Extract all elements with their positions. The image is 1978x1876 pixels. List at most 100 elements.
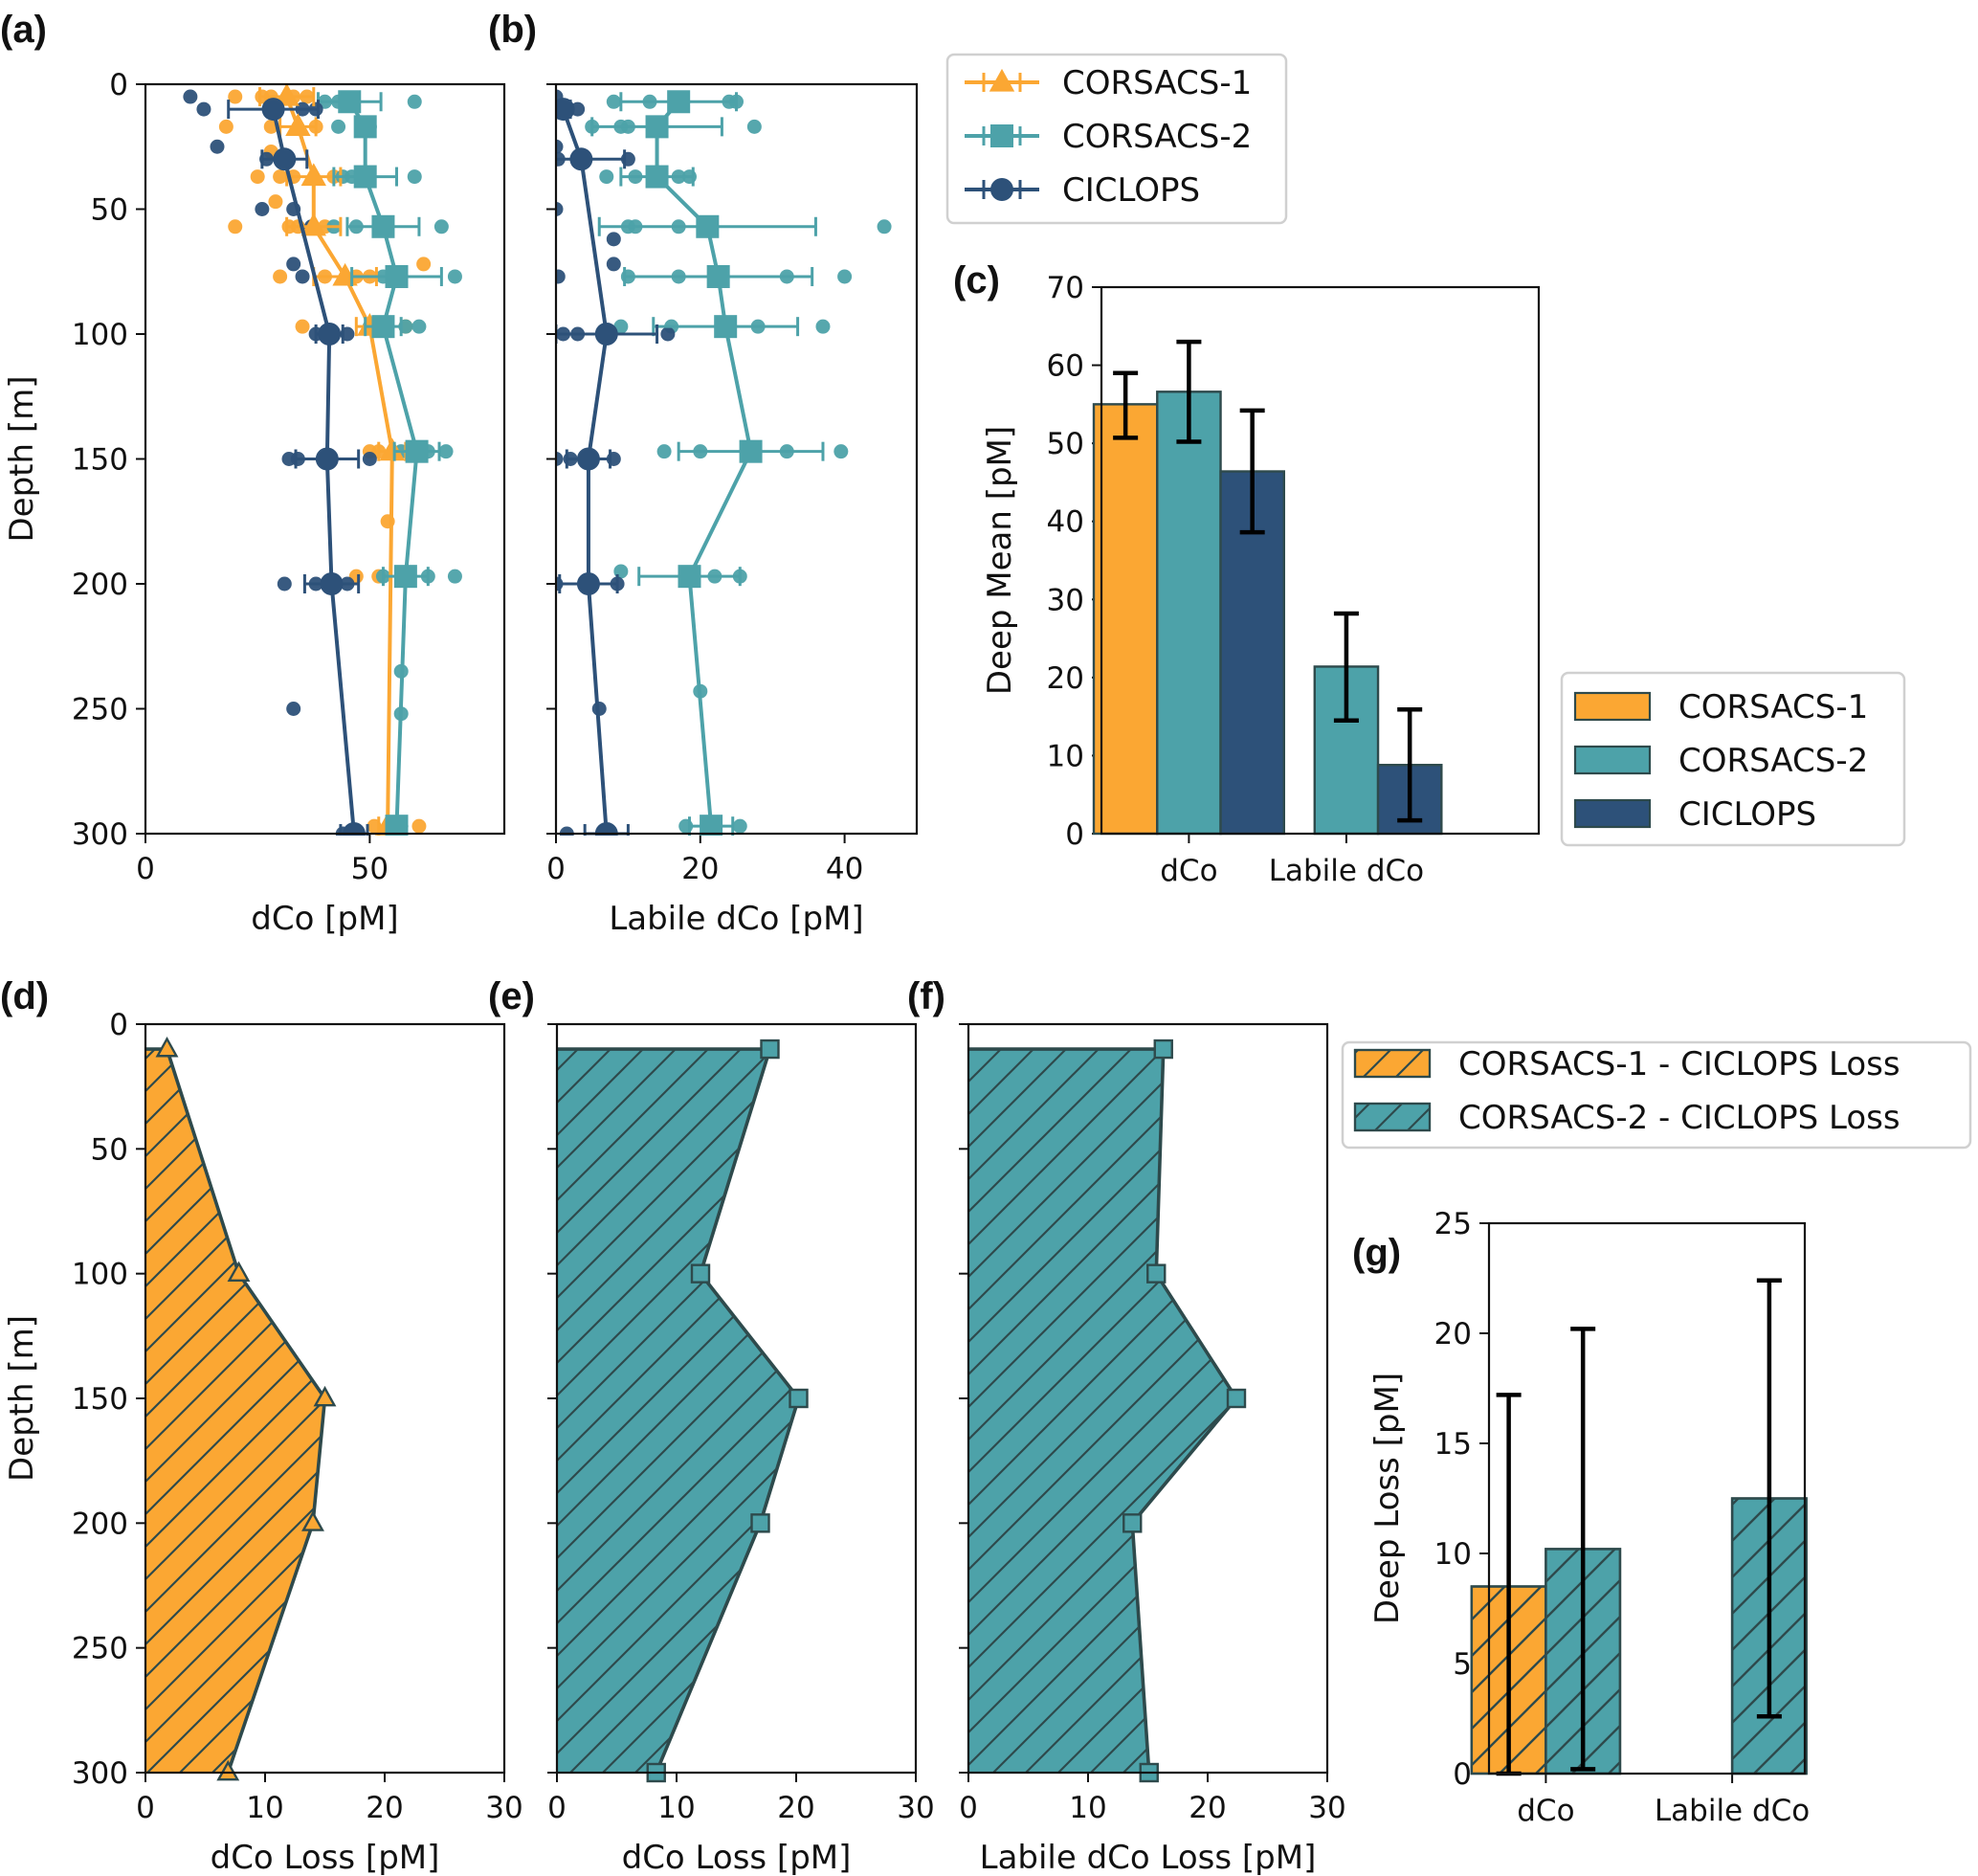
legend-label: CORSACS-1 - CICLOPS Loss — [1458, 1045, 1900, 1083]
xtick-label-c: dCo — [1160, 854, 1217, 888]
ytick-label-c: 30 — [1047, 583, 1084, 617]
xtick-label-g: dCo — [1517, 1794, 1574, 1828]
raw-point-ciclops — [556, 269, 566, 284]
legend-label: CORSACS-1 — [1062, 64, 1252, 102]
loss-marker-corsacs2 — [789, 1388, 809, 1409]
legend-swatch — [1573, 745, 1652, 775]
mean-marker-ciclops — [556, 98, 575, 122]
legend-label: CORSACS-2 — [1062, 118, 1252, 156]
mean-marker-corsacs2 — [645, 165, 669, 189]
mean-marker-corsacs2 — [385, 815, 409, 836]
xtick-label-d: 30 — [485, 1791, 522, 1825]
raw-point-ciclops — [255, 202, 270, 216]
raw-point-corsacs1 — [295, 319, 310, 334]
legend-entry-ciclops: CICLOPS — [965, 171, 1200, 210]
raw-point-corsacs1 — [416, 257, 432, 272]
panel-label-e: (e) — [488, 975, 535, 1017]
xtick-label-b: 20 — [681, 852, 719, 886]
panel-label-d: (d) — [0, 975, 49, 1017]
xtick-label-d: 0 — [136, 1791, 155, 1825]
ylabel-d: Depth [m] — [3, 1315, 41, 1482]
raw-point-ciclops — [362, 452, 377, 466]
ytick-label-g: 15 — [1434, 1427, 1472, 1462]
mean-marker-corsacs2 — [667, 90, 691, 114]
ytick-label-c: 40 — [1047, 505, 1084, 540]
xtick-label-g: Labile dCo — [1655, 1794, 1810, 1828]
mean-marker-ciclops — [320, 572, 344, 595]
legend-label: CICLOPS — [1062, 171, 1200, 210]
ytick-label-d: 50 — [91, 1132, 128, 1167]
raw-point-corsacs2 — [411, 319, 427, 334]
raw-point-ciclops — [286, 702, 301, 716]
raw-point-corsacs2 — [438, 444, 454, 459]
legend-deep-mean: CORSACS-1 CORSACS-2 CICLOPS — [1560, 671, 1906, 847]
loss-marker-corsacs2 — [750, 1513, 770, 1533]
ytick-label-g: 25 — [1434, 1207, 1472, 1241]
mean-marker-corsacs2 — [714, 315, 738, 339]
mean-marker-corsacs2 — [385, 264, 409, 288]
panel-label-b: (b) — [488, 9, 537, 51]
raw-point-corsacs2 — [599, 169, 614, 185]
panel-label-f: (f) — [907, 975, 945, 1017]
ytick-label-c: 60 — [1047, 349, 1084, 384]
raw-point-corsacs1 — [250, 169, 265, 185]
mean-marker-ciclops — [342, 822, 366, 836]
ytick-label-c: 70 — [1047, 271, 1084, 305]
xtick-label-f: 0 — [959, 1791, 978, 1825]
axes-frame-a — [144, 82, 506, 836]
raw-point-ciclops — [183, 89, 198, 104]
loss-area-hatch — [968, 1049, 1236, 1773]
xtick-label-f: 30 — [1308, 1791, 1345, 1825]
xlabel-d: dCo Loss [pM] — [211, 1839, 440, 1876]
legend-entry-corsacs1: CORSACS-1 - CICLOPS Loss — [1353, 1045, 1900, 1083]
raw-point-corsacs1 — [268, 194, 283, 210]
ytick-label-g: 10 — [1434, 1537, 1472, 1572]
raw-point-ciclops — [196, 101, 211, 117]
xlabel-f: Labile dCo Loss [pM] — [980, 1839, 1317, 1876]
legend-marker-circle — [990, 178, 1013, 201]
xtick-label-f: 10 — [1069, 1791, 1106, 1825]
loss-marker-corsacs1 — [301, 1510, 324, 1531]
axes-frame-b — [554, 82, 919, 836]
loss-marker-corsacs1 — [313, 1385, 337, 1407]
mean-marker-corsacs2 — [353, 165, 377, 189]
raw-point-ciclops — [556, 452, 564, 466]
panel-label-c: (c) — [953, 259, 1000, 302]
loss-marker-corsacs2 — [1122, 1513, 1143, 1533]
ytick-label-a: 50 — [91, 193, 128, 228]
loss-marker-corsacs1 — [155, 1036, 179, 1058]
raw-point-corsacs2 — [407, 169, 422, 185]
raw-point-corsacs2 — [447, 569, 462, 584]
raw-point-ciclops — [210, 139, 225, 154]
raw-point-ciclops — [556, 202, 564, 216]
panel-label-g: (g) — [1352, 1232, 1401, 1274]
xtick-label-b: 0 — [546, 852, 566, 886]
ytick-label-a: 150 — [72, 443, 128, 478]
raw-point-corsacs2 — [815, 319, 831, 334]
legend-entry-corsacs2: CORSACS-2 — [965, 118, 1252, 156]
ytick-label-d: 300 — [72, 1756, 128, 1791]
raw-point-corsacs1 — [218, 119, 233, 134]
raw-point-ciclops — [286, 257, 301, 272]
ytick-label-a: 200 — [72, 568, 128, 602]
mean-marker-corsacs1 — [300, 163, 326, 187]
loss-marker-corsacs2 — [760, 1038, 780, 1060]
raw-point-corsacs2 — [837, 269, 853, 284]
xtick-label-c: Labile dCo — [1269, 854, 1424, 888]
legend-profiles: CORSACS-1 CORSACS-2 CICLOPS — [945, 53, 1288, 225]
raw-point-corsacs2 — [606, 94, 621, 109]
ytick-label-c: 0 — [1065, 817, 1084, 852]
ytick-label-d: 250 — [72, 1632, 128, 1666]
legend-swatch-hatch — [1353, 1048, 1432, 1079]
plot-area-a — [183, 82, 462, 836]
panel-b-depth-profile-labile-dco: 0 20 40 Labile dCo [pM] — [546, 82, 919, 938]
mean-marker-ciclops — [318, 323, 342, 346]
mean-marker-corsacs2 — [371, 315, 395, 339]
legend-loss: CORSACS-1 - CICLOPS Loss CORSACS-2 - CICL… — [1341, 1040, 1972, 1150]
mean-marker-ciclops — [261, 98, 285, 122]
xtick-label-a: 50 — [351, 852, 389, 886]
raw-point-ciclops — [277, 576, 292, 592]
raw-point-corsacs2 — [746, 119, 762, 134]
